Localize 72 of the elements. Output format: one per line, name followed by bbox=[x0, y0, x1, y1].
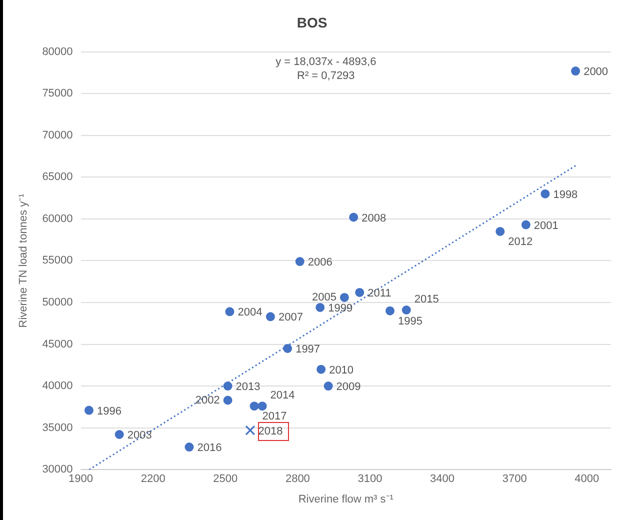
annotation: 2004 bbox=[238, 306, 262, 319]
x-tick-label: 2800 bbox=[285, 473, 310, 486]
point bbox=[114, 430, 124, 440]
x-tick-label: 1900 bbox=[68, 473, 94, 486]
annotation: 1998 bbox=[553, 188, 578, 201]
annotation: 2007 bbox=[278, 312, 303, 324]
annotation: 2009 bbox=[336, 381, 361, 394]
annotation: 2008 bbox=[362, 212, 386, 224]
y-tick-label: 35000 bbox=[42, 422, 73, 434]
x-tick-label: 2500 bbox=[213, 473, 238, 486]
y-axis-title: Riverine TN load tonnes y⁻¹ bbox=[18, 193, 30, 328]
point bbox=[283, 344, 292, 353]
point bbox=[316, 364, 326, 374]
annotation: 2016 bbox=[197, 442, 222, 454]
annotation: 2002 bbox=[195, 394, 220, 406]
point bbox=[571, 66, 580, 76]
point bbox=[340, 292, 349, 302]
annotation: 2000 bbox=[584, 66, 608, 78]
point bbox=[540, 189, 550, 198]
annotation: 2001 bbox=[534, 220, 558, 232]
point bbox=[402, 306, 411, 314]
annotation: 2003 bbox=[127, 430, 152, 442]
annotation: 1996 bbox=[96, 405, 122, 418]
point bbox=[266, 312, 275, 322]
point bbox=[245, 425, 256, 436]
point bbox=[223, 382, 232, 391]
point bbox=[223, 396, 232, 405]
point bbox=[184, 442, 194, 452]
y-tick-label: 65000 bbox=[42, 171, 73, 184]
y-tick-label: 50000 bbox=[42, 296, 73, 309]
point bbox=[496, 226, 505, 236]
annotation: 2005 bbox=[312, 292, 336, 304]
x-tick-label: 3400 bbox=[430, 473, 455, 486]
point bbox=[355, 288, 364, 297]
y-tick-label: 70000 bbox=[42, 129, 73, 142]
x-axis-title: Riverine flow m³ s⁻¹ bbox=[298, 493, 394, 506]
x-tick-label: 2200 bbox=[140, 473, 166, 486]
annotation: 2014 bbox=[270, 390, 295, 402]
y-tick-label: 45000 bbox=[42, 338, 73, 350]
annotation: 2017 bbox=[262, 410, 287, 423]
x-tick-label: 3100 bbox=[358, 473, 382, 486]
annotation: 2018 bbox=[258, 425, 283, 438]
point bbox=[250, 402, 259, 411]
point bbox=[386, 306, 394, 316]
annotation: 2011 bbox=[368, 287, 392, 300]
chart-title: BOS bbox=[296, 14, 328, 30]
annotation: 2012 bbox=[508, 236, 533, 248]
point bbox=[84, 406, 94, 415]
point bbox=[349, 212, 358, 222]
x-tick-label: 3700 bbox=[502, 473, 527, 486]
y-tick-label: 30000 bbox=[42, 464, 73, 476]
annotation: 1997 bbox=[296, 343, 320, 356]
point bbox=[324, 382, 333, 391]
y-tick-label: 60000 bbox=[42, 212, 73, 225]
annotation: y = 18,037x - 4893,6 bbox=[276, 56, 376, 68]
point bbox=[521, 220, 530, 230]
annotation: 2013 bbox=[236, 381, 260, 394]
annotation: 2010 bbox=[329, 364, 354, 376]
point bbox=[295, 257, 304, 266]
annotation: 1995 bbox=[398, 315, 422, 328]
point bbox=[258, 402, 267, 411]
x-tick-label: 4000 bbox=[574, 473, 600, 486]
annotation: R² = 0,7293 bbox=[296, 70, 355, 82]
y-tick-label: 40000 bbox=[42, 380, 73, 392]
y-tick-label: 75000 bbox=[42, 88, 73, 100]
point bbox=[316, 302, 325, 312]
annotation: 2006 bbox=[308, 256, 332, 269]
annotation: 1999 bbox=[328, 302, 353, 315]
point bbox=[225, 307, 234, 316]
annotation: 2015 bbox=[414, 294, 439, 306]
y-tick-label: 80000 bbox=[42, 46, 73, 58]
y-tick-label: 55000 bbox=[42, 254, 73, 267]
